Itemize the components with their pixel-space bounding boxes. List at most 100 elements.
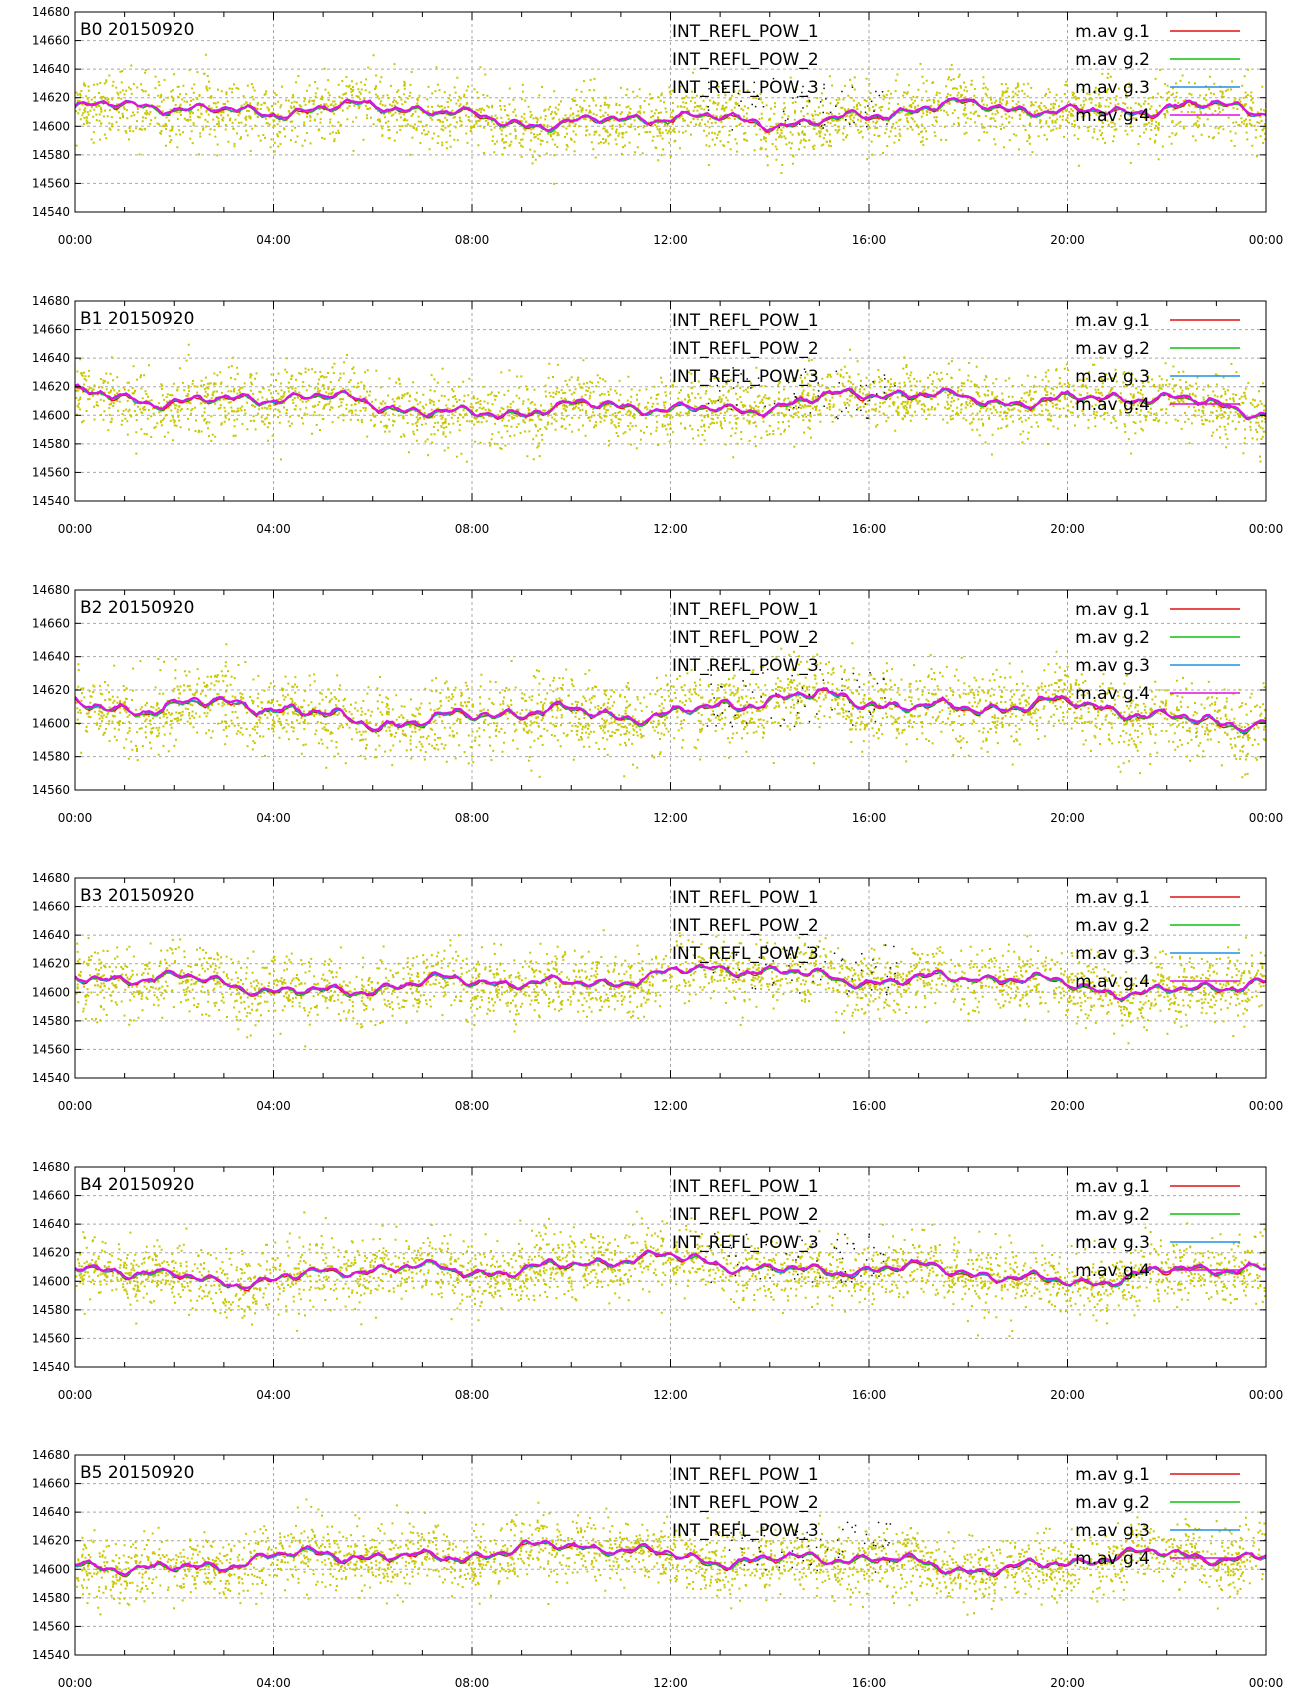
- plot-b5: 14540 14560 14580 14600 14620 14640 14660 14680…: [32, 1448, 1284, 1690]
- legend-right: m.av g.1 m.av g.2 m.av g.3 m.av g.4: [1075, 22, 1240, 126]
- legend-label-mavg-2: m.av g.2: [1075, 1205, 1150, 1225]
- plot-b3: 14540 14560 14580 14600 14620 14640 14660 14680…: [32, 871, 1283, 1113]
- panel-title: B0 20150920: [80, 20, 194, 40]
- y-tick-label: 14580: [32, 148, 70, 162]
- legend-label-mavg-2: m.av g.2: [1075, 50, 1150, 70]
- x-tick-label: 12:00: [653, 1388, 688, 1402]
- moving-averages: [75, 96, 1266, 134]
- y-tick-label: 14620: [32, 1246, 70, 1260]
- legend-label-mavg-2: m.av g.2: [1075, 339, 1150, 359]
- x-tick-label: 00:00: [58, 522, 93, 536]
- legend-label-int-refl-pow-3: INT_REFL_POW_3: [672, 1521, 819, 1541]
- legend-label-mavg-4: m.av g.4: [1075, 395, 1150, 415]
- x-tick-label: 00:00: [58, 1388, 93, 1402]
- x-axis: 00:00 04:00 08:00 12:00 16:00 20:00 00:00: [58, 1167, 1284, 1402]
- x-tick-label: 12:00: [653, 1676, 688, 1690]
- chart-panel-b1: 14540 14560 14580 14600 14620 14640 14660 14680…: [0, 289, 1291, 551]
- legend-left: INT_REFL_POW_1 INT_REFL_POW_2 INT_REFL_POW…: [672, 1465, 819, 1541]
- x-tick-label: 12:00: [653, 1099, 688, 1113]
- y-tick-label: 14540: [32, 205, 70, 219]
- x-tick-label: 16:00: [852, 1099, 887, 1113]
- x-tick-label: 00:00: [1249, 811, 1284, 825]
- legend-left: INT_REFL_POW_1 INT_REFL_POW_2 INT_REFL_POW…: [672, 311, 819, 387]
- x-tick-label: 00:00: [58, 1676, 93, 1690]
- scatter-series: [76, 1498, 1266, 1616]
- y-tick-label: 14560: [32, 176, 70, 190]
- legend-label-mavg-3: m.av g.3: [1075, 367, 1150, 387]
- x-axis: 00:00 04:00 08:00 12:00 16:00 20:00 00:00: [58, 878, 1283, 1113]
- legend-label-int-refl-pow-1: INT_REFL_POW_1: [672, 311, 819, 331]
- y-tick-label: 14640: [32, 1217, 70, 1231]
- x-tick-label: 00:00: [1249, 1388, 1284, 1402]
- y-tick-label: 14560: [32, 1042, 70, 1056]
- x-tick-label: 04:00: [256, 233, 291, 247]
- x-tick-label: 00:00: [1249, 1676, 1284, 1690]
- y-tick-label: 14580: [32, 1303, 70, 1317]
- legend-label-mavg-4: m.av g.4: [1075, 1261, 1150, 1281]
- y-tick-label: 14580: [32, 750, 70, 764]
- y-tick-label: 14660: [32, 1477, 70, 1491]
- y-axis: 14540 14560 14580 14600 14620 14640 14660 14680: [32, 1160, 1266, 1374]
- x-tick-label: 08:00: [455, 1676, 490, 1690]
- moving-average-4: [75, 96, 1266, 133]
- x-tick-label: 16:00: [852, 811, 887, 825]
- legend-right: m.av g.1 m.av g.2 m.av g.3 m.av g.4: [1075, 311, 1240, 415]
- legend-label-int-refl-pow-3: INT_REFL_POW_3: [672, 367, 819, 387]
- moving-averages: [75, 383, 1266, 421]
- legend-label-int-refl-pow-2: INT_REFL_POW_2: [672, 50, 819, 70]
- scatter-dark-points: [707, 77, 888, 131]
- x-tick-label: 20:00: [1050, 233, 1085, 247]
- y-tick-label: 14600: [32, 1562, 70, 1576]
- legend-label-mavg-4: m.av g.4: [1075, 684, 1150, 704]
- panel-title: B3 20150920: [80, 886, 194, 906]
- plot-b4: 14540 14560 14580 14600 14620 14640 14660 14680…: [32, 1160, 1284, 1402]
- legend-label-mavg-3: m.av g.3: [1075, 944, 1150, 964]
- x-tick-label: 20:00: [1050, 1676, 1085, 1690]
- moving-average-4: [75, 383, 1266, 420]
- moving-averages: [75, 1539, 1266, 1578]
- legend-label-mavg-1: m.av g.1: [1075, 22, 1150, 42]
- legend-label-int-refl-pow-1: INT_REFL_POW_1: [672, 1465, 819, 1485]
- y-tick-label: 14620: [32, 957, 70, 971]
- y-axis: 14560 14580 14600 14620 14640 14660 14680: [32, 583, 1266, 797]
- y-tick-label: 14540: [32, 494, 70, 508]
- y-tick-label: 14600: [32, 716, 70, 730]
- y-tick-label: 14620: [32, 683, 70, 697]
- y-tick-label: 14660: [32, 900, 70, 914]
- chart-panel-b5: 14540 14560 14580 14600 14620 14640 14660 14680…: [0, 1443, 1291, 1705]
- x-tick-label: 08:00: [455, 1099, 490, 1113]
- legend-right: m.av g.1 m.av g.2 m.av g.3 m.av g.4: [1075, 1177, 1240, 1281]
- x-tick-label: 08:00: [455, 233, 490, 247]
- legend-label-int-refl-pow-3: INT_REFL_POW_3: [672, 78, 819, 98]
- legend-label-mavg-4: m.av g.4: [1075, 106, 1150, 126]
- x-tick-label: 20:00: [1050, 522, 1085, 536]
- legend-label-mavg-3: m.av g.3: [1075, 1521, 1150, 1541]
- grid: [75, 1167, 1266, 1367]
- plot-b0: 14540 14560 14580 14600 14620 14640 14660 14680…: [32, 5, 1283, 247]
- legend-label-int-refl-pow-1: INT_REFL_POW_1: [672, 600, 819, 620]
- x-tick-label: 20:00: [1050, 811, 1085, 825]
- y-tick-label: 14600: [32, 119, 70, 133]
- legend-label-int-refl-pow-1: INT_REFL_POW_1: [672, 22, 819, 42]
- y-tick-label: 14560: [32, 1619, 70, 1633]
- legend-left: INT_REFL_POW_1 INT_REFL_POW_2 INT_REFL_POW…: [672, 600, 819, 676]
- x-tick-label: 00:00: [58, 233, 93, 247]
- y-tick-label: 14540: [32, 1360, 70, 1374]
- chart-panel-b3: 14540 14560 14580 14600 14620 14640 14660 14680…: [0, 866, 1291, 1128]
- y-tick-label: 14640: [32, 62, 70, 76]
- y-axis: 14540 14560 14580 14600 14620 14640 14660 14680: [32, 5, 1266, 219]
- x-tick-label: 20:00: [1050, 1388, 1085, 1402]
- y-tick-label: 14680: [32, 871, 70, 885]
- y-tick-label: 14660: [32, 616, 70, 630]
- grid: [75, 1455, 1266, 1655]
- y-tick-label: 14640: [32, 650, 70, 664]
- y-tick-label: 14540: [32, 1071, 70, 1085]
- legend-label-int-refl-pow-2: INT_REFL_POW_2: [672, 1205, 819, 1225]
- y-tick-label: 14580: [32, 1591, 70, 1605]
- scatter-series: [75, 53, 1266, 185]
- y-tick-label: 14580: [32, 437, 70, 451]
- legend-label-int-refl-pow-2: INT_REFL_POW_2: [672, 1493, 819, 1513]
- legend-label-mavg-1: m.av g.1: [1075, 1465, 1150, 1485]
- y-tick-label: 14560: [32, 1331, 70, 1345]
- legend-right: m.av g.1 m.av g.2 m.av g.3 m.av g.4: [1075, 600, 1240, 704]
